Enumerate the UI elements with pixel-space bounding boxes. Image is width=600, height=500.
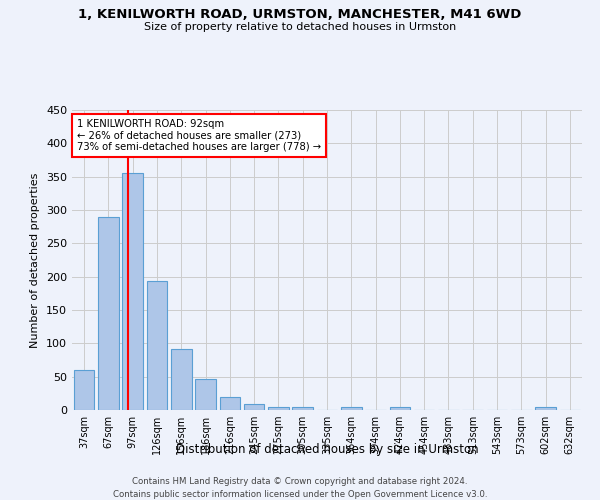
Text: 1 KENILWORTH ROAD: 92sqm
← 26% of detached houses are smaller (273)
73% of semi-: 1 KENILWORTH ROAD: 92sqm ← 26% of detach… <box>77 119 321 152</box>
Bar <box>195 378 216 410</box>
Bar <box>146 282 167 410</box>
Bar <box>171 348 191 410</box>
Text: Contains HM Land Registry data © Crown copyright and database right 2024.: Contains HM Land Registry data © Crown c… <box>132 478 468 486</box>
Text: Contains public sector information licensed under the Open Government Licence v3: Contains public sector information licen… <box>113 490 487 499</box>
Bar <box>220 396 240 410</box>
Bar <box>292 406 313 410</box>
Bar <box>74 370 94 410</box>
Bar <box>389 406 410 410</box>
Bar <box>341 406 362 410</box>
Text: 1, KENILWORTH ROAD, URMSTON, MANCHESTER, M41 6WD: 1, KENILWORTH ROAD, URMSTON, MANCHESTER,… <box>79 8 521 20</box>
Text: Distribution of detached houses by size in Urmston: Distribution of detached houses by size … <box>176 442 478 456</box>
Bar <box>98 216 119 410</box>
Bar <box>244 404 265 410</box>
Bar <box>268 406 289 410</box>
Bar <box>122 174 143 410</box>
Text: Size of property relative to detached houses in Urmston: Size of property relative to detached ho… <box>144 22 456 32</box>
Y-axis label: Number of detached properties: Number of detached properties <box>31 172 40 348</box>
Bar <box>535 406 556 410</box>
